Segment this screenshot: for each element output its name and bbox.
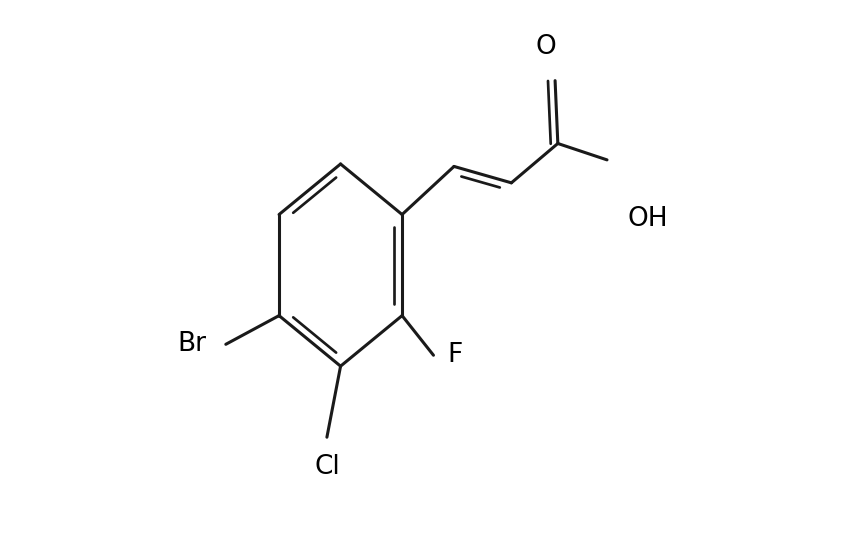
Text: Cl: Cl [314,454,340,480]
Text: Br: Br [178,331,206,357]
Text: OH: OH [627,206,668,232]
Text: F: F [447,342,462,368]
Text: O: O [535,34,556,60]
